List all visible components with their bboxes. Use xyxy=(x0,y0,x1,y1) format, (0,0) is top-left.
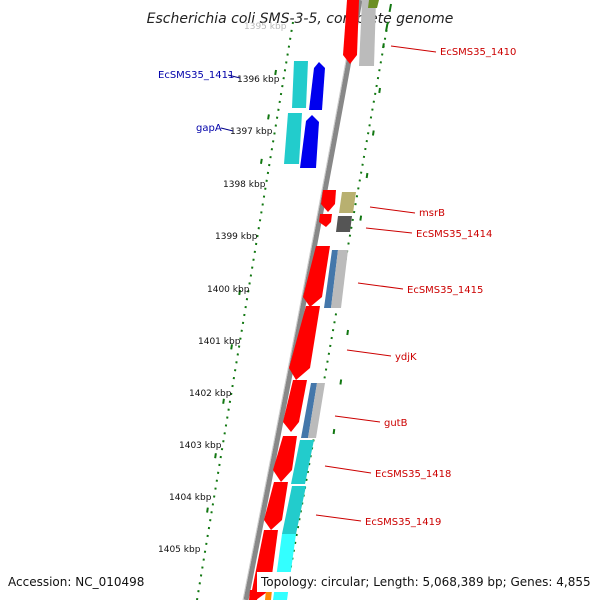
tick-label: 1398 kbp xyxy=(223,180,266,190)
gene-label-gapa[interactable]: gapA xyxy=(196,123,222,134)
leader-line xyxy=(357,282,404,290)
cog-block-ecsms35-1415-b xyxy=(331,250,348,308)
tick-label: 1396 kbp xyxy=(237,75,280,85)
cog-block-ecsms35-1415 xyxy=(324,250,338,308)
cog-block-ecsms35-1419 xyxy=(282,486,306,534)
gene-ecsms35-1419[interactable] xyxy=(264,482,288,530)
gene-ecsms35-1415[interactable] xyxy=(303,246,330,307)
genome-title: Escherichia coli SMS-3-5, complete genom… xyxy=(147,11,454,27)
gc-skew-right-dashes xyxy=(355,87,381,251)
cog-block-gutb-b xyxy=(308,383,325,438)
tick-label: 1405 kbp xyxy=(158,545,201,555)
gc-skew-right-dashes xyxy=(382,3,392,49)
accession-text: Accession: NC_010498 xyxy=(8,575,144,589)
cog-block-ecsms35-1414 xyxy=(336,216,352,232)
gene-ecsms35-1414[interactable] xyxy=(319,214,332,227)
genome-backbone-edge xyxy=(242,0,358,600)
tick-label: 1402 kbp xyxy=(189,389,232,399)
tick-label: 1404 kbp xyxy=(169,493,212,503)
leader-line xyxy=(227,74,241,79)
gc-skew-right-dashes xyxy=(329,329,349,461)
gene-gapa[interactable] xyxy=(300,115,319,168)
gene-label-ydjk[interactable]: ydjK xyxy=(395,352,417,363)
gc-skew-left-dashes xyxy=(259,69,277,171)
cog-block-gutb xyxy=(301,383,317,438)
tick-label: 1395 kbp xyxy=(244,22,287,32)
gene-label-ecsms35-1415[interactable]: EcSMS35_1415 xyxy=(407,285,483,296)
gene-label-ecsms35-1411[interactable]: EcSMS35_1411 xyxy=(158,70,234,81)
tick-label: 1399 kbp xyxy=(215,232,258,242)
leader-line xyxy=(346,349,392,357)
gc-track-left-dotted xyxy=(196,21,294,600)
cog-block-top xyxy=(368,0,379,8)
gene-ydjk[interactable] xyxy=(289,306,320,380)
gene-bottom-b xyxy=(249,590,258,600)
leader-line xyxy=(315,514,362,522)
gc-skew-left-dashes xyxy=(205,289,241,521)
cog-block-ecsms35-1411 xyxy=(292,61,308,108)
leader-line xyxy=(334,415,381,423)
gene-ecsms35-1418[interactable] xyxy=(273,436,297,482)
cog-block-gapa xyxy=(284,113,302,164)
gene-label-ecsms35-1414[interactable]: EcSMS35_1414 xyxy=(416,229,492,240)
tick-label: 1400 kbp xyxy=(207,285,250,295)
gene-label-gutb[interactable]: gutB xyxy=(384,418,408,429)
cog-block-ecsms35-1418 xyxy=(291,440,314,484)
gene-label-ecsms35-1418[interactable]: EcSMS35_1418 xyxy=(375,469,451,480)
gene-ecsms35-1411[interactable] xyxy=(309,62,325,110)
leader-line xyxy=(220,127,234,132)
tick-label: 1397 kbp xyxy=(230,127,273,137)
leader-line xyxy=(390,45,437,53)
gene-label-msrb[interactable]: msrB xyxy=(419,208,445,219)
topology-text: Topology: circular; Length: 5,068,389 bp… xyxy=(260,575,591,589)
gene-msrb[interactable] xyxy=(321,190,336,212)
leader-line xyxy=(369,206,416,214)
gene-label-ecsms35-1410[interactable]: EcSMS35_1410 xyxy=(440,47,516,58)
cog-block-ecsms35-1410 xyxy=(359,0,376,66)
tick-label: 1401 kbp xyxy=(198,337,241,347)
cog-block-bottom-b xyxy=(265,590,272,600)
gene-label-ecsms35-1419[interactable]: EcSMS35_1419 xyxy=(365,517,441,528)
leader-line xyxy=(324,465,372,474)
tick-label: 1403 kbp xyxy=(179,441,222,451)
gene-gutb[interactable] xyxy=(283,380,307,432)
leader-line xyxy=(365,227,413,234)
gene-ecsms35-1410[interactable] xyxy=(343,0,359,64)
footer-background xyxy=(257,572,595,592)
cog-block-msrb xyxy=(339,192,356,213)
